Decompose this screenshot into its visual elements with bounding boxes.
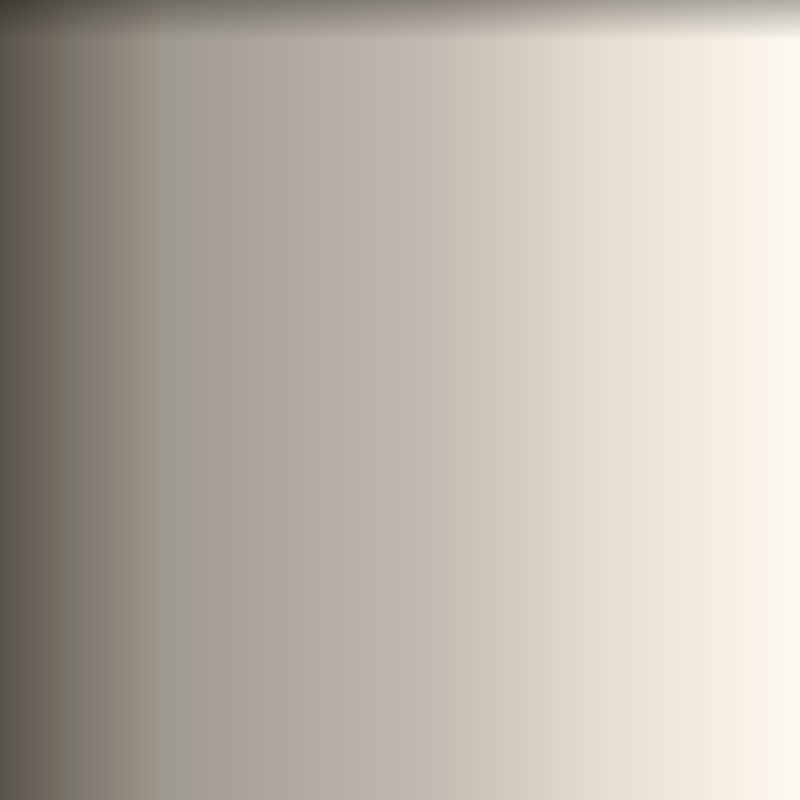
Text: transversal.: transversal. xyxy=(131,186,287,211)
Text: B: B xyxy=(258,551,274,571)
Text: 2x°: 2x° xyxy=(382,354,421,374)
Text: A: A xyxy=(290,360,305,380)
Text: angle: angle xyxy=(546,677,604,697)
Text: (4x – 70)°: (4x – 70)° xyxy=(338,446,442,466)
Text: Response: Response xyxy=(143,111,354,150)
Text: figure shows two parallel lines cut by a: figure shows two parallel lines cut by a xyxy=(131,161,646,186)
Text: C: C xyxy=(497,465,512,485)
